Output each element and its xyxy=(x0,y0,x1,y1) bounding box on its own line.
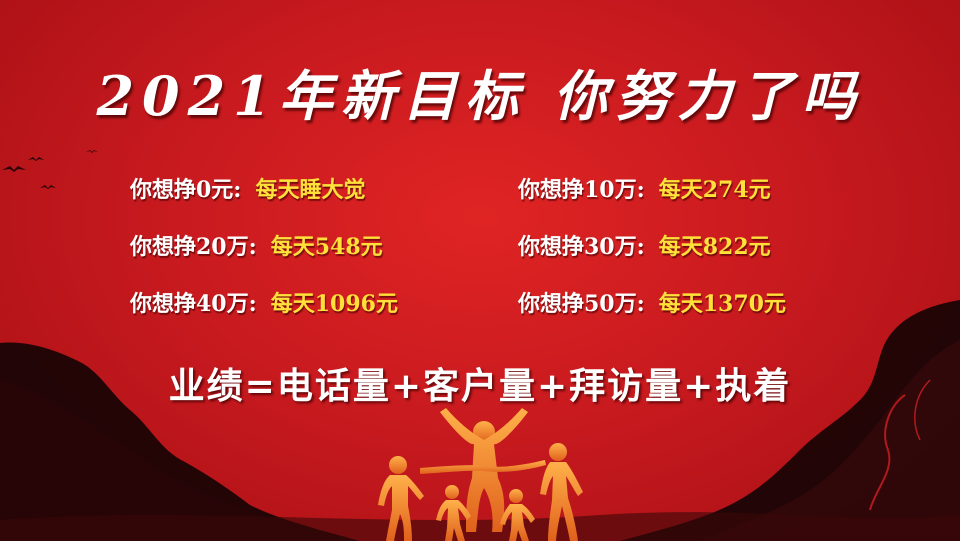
target-row-1: 你想挣10万: 每天274元 xyxy=(518,172,771,204)
page-title: 2021年新目标 你努力了吗 xyxy=(96,64,864,128)
target-value: 每天1096元 xyxy=(270,291,398,317)
target-value: 每天822元 xyxy=(658,234,771,260)
target-label: 你想挣50万: xyxy=(518,291,645,317)
target-value: 每天548元 xyxy=(270,234,383,260)
target-row-3: 你想挣30万: 每天822元 xyxy=(518,229,771,261)
target-value: 每天1370元 xyxy=(658,291,786,317)
target-row-0: 你想挣0元: 每天睡大觉 xyxy=(130,172,365,204)
target-label: 你想挣10万: xyxy=(518,177,645,203)
target-label: 你想挣40万: xyxy=(130,291,257,317)
target-row-5: 你想挣50万: 每天1370元 xyxy=(518,286,786,318)
target-label: 你想挣30万: xyxy=(518,234,645,260)
target-value: 每天274元 xyxy=(658,177,771,203)
target-row-4: 你想挣40万: 每天1096元 xyxy=(130,286,398,318)
target-label: 你想挣0元: xyxy=(130,177,242,203)
target-label: 你想挣20万: xyxy=(130,234,257,260)
target-row-2: 你想挣20万: 每天548元 xyxy=(130,229,383,261)
target-value: 每天睡大觉 xyxy=(255,177,366,203)
runners-icon xyxy=(378,408,583,541)
performance-formula: 业绩=电话量+客户量+拜访量+执着 xyxy=(168,366,792,407)
birds-icon xyxy=(2,150,98,189)
